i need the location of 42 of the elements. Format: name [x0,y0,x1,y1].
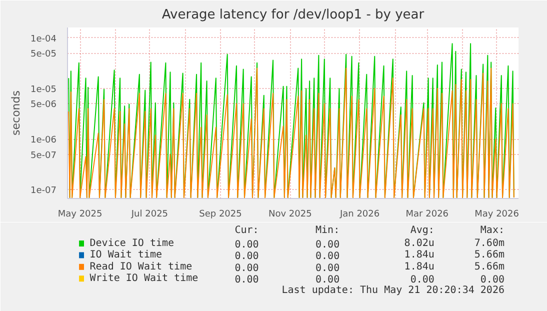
y-tick-label: 1e-04 [30,34,57,44]
text: 0.00 [316,251,340,262]
chart-title: Average latency for /dev/loop1 - by year [162,8,425,22]
text: Last update: Thu May 21 20:20:34 2026 [282,285,504,296]
text: 0.00 [316,240,340,250]
x-tick-label: Nov 2025 [268,210,312,220]
x-tick-label: Mar 2026 [406,210,449,220]
text: 1.84u [404,261,434,272]
text: 7.60m [474,238,504,249]
text: 0.00 [316,274,340,286]
legend-label: Device IO time [90,238,174,249]
text: 0.00 [480,274,504,286]
text: 5.66m [474,250,504,261]
text: 5.66m [474,261,504,272]
text: 0.00 [410,274,434,286]
text: Cur: [234,225,259,236]
x-tick-label: Jan 2026 [338,210,380,220]
text: Avg: [410,225,434,236]
legend-label: Read IO Wait time [90,261,192,272]
text: 0.00 [234,240,259,250]
y-tick-label: 1e-07 [30,186,57,196]
x-tick-label: Jul 2025 [130,210,168,220]
y-tick-label: 1e-05 [30,84,57,95]
y-tick-label: 5e-05 [30,50,57,60]
y-tick-label: 1e-06 [30,136,57,146]
y-tick-label: 5e-07 [30,150,57,161]
text: Min: [316,225,340,236]
text: 0.00 [234,262,259,274]
text: 0.00 [234,251,259,262]
y-tick-label: 5e-06 [30,100,57,110]
text: 0.00 [234,274,259,286]
text: 1.84u [404,250,434,261]
x-tick-label: May 2025 [58,210,102,220]
y-axis-title: seconds [10,90,23,136]
text: 0.00 [316,262,340,274]
x-tick-label: Sep 2025 [199,210,242,220]
legend-label: Write IO Wait time [90,273,198,284]
text: Max: [480,225,504,236]
x-tick-label: May 2026 [474,210,520,220]
text: 8.02u [404,238,434,249]
legend-label: IO Wait time [90,250,162,261]
line-series [68,68,514,198]
